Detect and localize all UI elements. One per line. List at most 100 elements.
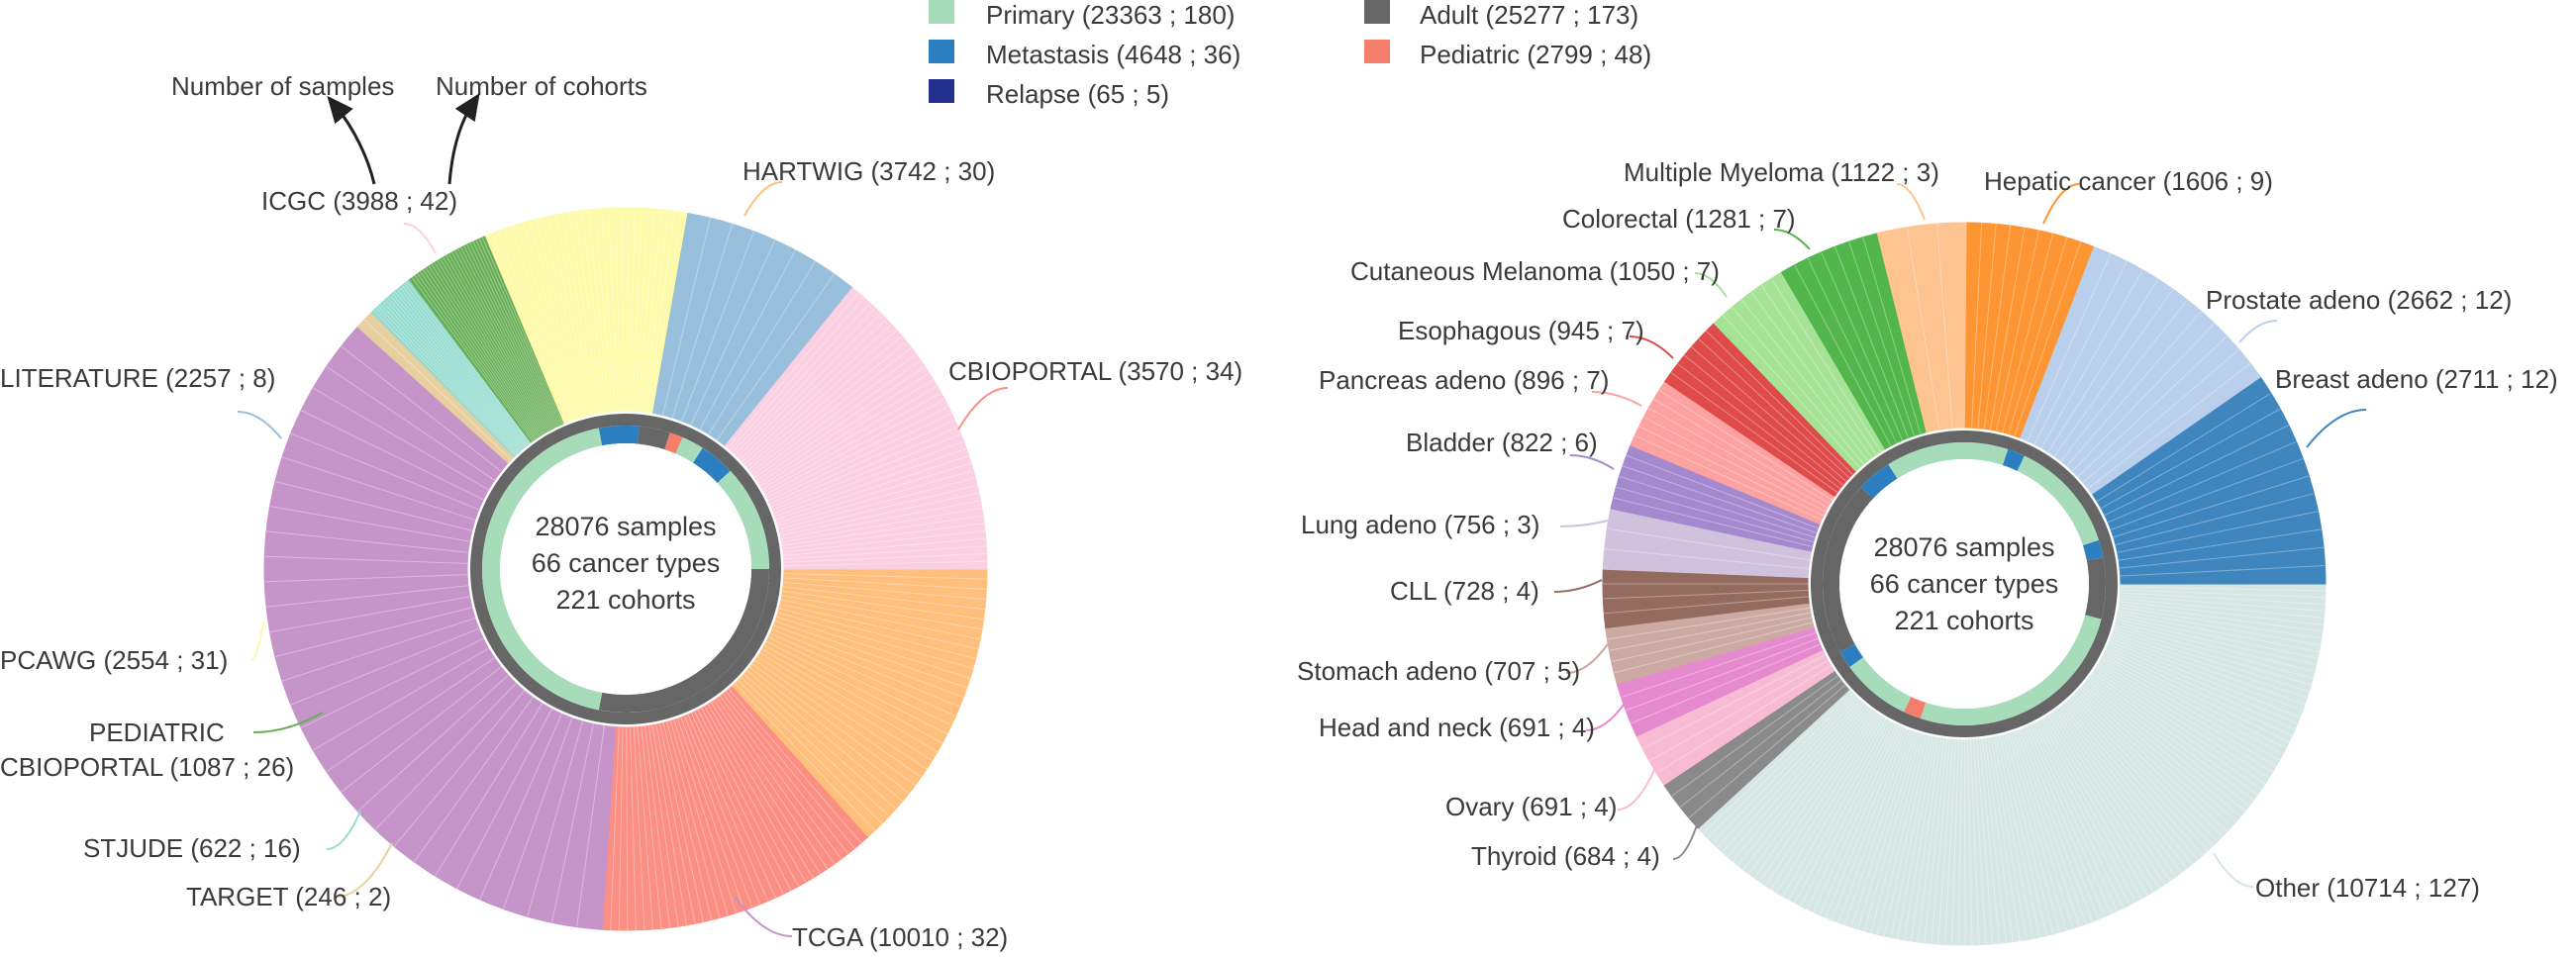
cohort-divider <box>1903 737 1939 941</box>
cohort-divider <box>1760 284 1877 455</box>
leader-stomach-adeno <box>1565 640 1611 674</box>
cohort-divider <box>1691 346 1847 482</box>
cohort-divider <box>379 303 519 453</box>
cohort-divider <box>780 599 981 640</box>
cohort-divider <box>2037 720 2136 903</box>
cohort-divider <box>2045 717 2154 893</box>
cohort-divider <box>384 299 521 451</box>
cohort-divider <box>704 706 807 883</box>
cohort-divider <box>1727 702 1862 858</box>
slice-pcawg <box>484 207 689 425</box>
cohort-divider <box>741 677 890 817</box>
cohort-divider <box>1702 691 1852 834</box>
slice-label-tcga: TCGA (10010 ; 32) <box>792 922 1008 952</box>
cohort-divider <box>1971 223 1983 429</box>
cohort-divider <box>1996 230 2039 431</box>
cohort-divider <box>1981 738 2007 943</box>
legend-label-relapse: Relapse (65 ; 5) <box>986 79 1169 109</box>
cohort-divider <box>1655 665 1832 774</box>
cohort-divider <box>281 618 476 682</box>
cohort-divider <box>548 216 593 415</box>
cohort-divider <box>690 713 776 899</box>
cohort-divider <box>265 530 468 553</box>
cohort-divider <box>2116 619 2317 666</box>
cohort-divider <box>1821 251 1903 441</box>
cohort-divider <box>759 652 933 761</box>
cohort-divider <box>1806 724 1897 909</box>
slice-label-multiple-myeloma: Multiple Myeloma (1122 ; 3) <box>1624 157 1939 187</box>
cohort-divider <box>1937 739 1954 945</box>
cohort-divider <box>2113 475 2310 538</box>
cohort-divider <box>646 211 676 413</box>
cohort-divider <box>431 263 542 436</box>
cohort-divider <box>780 500 981 540</box>
cohort-divider <box>2102 657 2284 755</box>
cohort-divider <box>742 324 892 463</box>
cohort-divider <box>1631 643 1821 724</box>
cohort-divider <box>1603 589 1809 600</box>
cohort-divider <box>1863 733 1922 931</box>
cohort-divider <box>1759 713 1877 883</box>
cohort-divider <box>2087 679 2250 807</box>
cohort-divider <box>748 341 908 470</box>
leader-pcawg <box>250 621 264 661</box>
cohort-divider <box>746 670 903 802</box>
cohort-divider <box>391 293 524 449</box>
tumor-type-segment <box>637 426 670 450</box>
cohort-divider <box>2005 734 2061 933</box>
tumor-type-segment <box>675 436 703 463</box>
leader-pancreas-adeno <box>1591 391 1642 407</box>
cohort-divider <box>1850 731 1917 927</box>
leader-head-and-neck <box>1585 704 1625 731</box>
cohort-divider <box>1641 654 1826 750</box>
cohort-divider <box>2064 703 2199 861</box>
cohort-divider <box>435 703 544 877</box>
cohort-divider <box>1870 734 1925 933</box>
cohort-divider <box>766 406 949 499</box>
cohort-divider <box>763 392 941 493</box>
cohort-divider <box>783 552 987 563</box>
cohort-divider <box>766 640 947 735</box>
cohort-divider <box>460 246 554 429</box>
cohort-divider <box>2118 613 2320 653</box>
slice-label-stjude: STJUDE (622 ; 16) <box>83 833 301 863</box>
cohort-divider <box>1622 465 1817 533</box>
cohort-divider <box>1990 737 2028 940</box>
cohort-divider <box>2087 362 2251 489</box>
leader-cll <box>1553 579 1603 593</box>
cohort-divider <box>768 413 952 502</box>
cohort-divider <box>769 632 956 717</box>
leader-ovary <box>1617 767 1656 811</box>
cohort-divider <box>680 717 753 909</box>
cohort-divider <box>428 265 541 437</box>
tumor-type-segment <box>693 447 731 484</box>
cohort-divider <box>326 657 495 773</box>
cohort-divider <box>774 447 967 518</box>
cohort-divider <box>2108 440 2297 524</box>
cohort-divider <box>399 287 528 446</box>
slice-label-bladder: Bladder (822 ; 6) <box>1406 428 1598 457</box>
cohort-divider <box>768 636 952 726</box>
cohort-divider <box>1722 314 1860 468</box>
cohort-divider <box>1684 354 1843 486</box>
cohort-divider <box>1643 417 1827 513</box>
cohort-divider <box>781 595 982 630</box>
cohort-divider <box>716 273 836 440</box>
cohort-divider <box>632 208 643 412</box>
cohort-divider <box>1607 527 1810 561</box>
cohort-divider <box>2075 693 2224 837</box>
cohort-divider <box>264 555 468 564</box>
cohort-divider <box>641 209 662 412</box>
cohort-divider <box>446 254 547 432</box>
cohort-divider <box>720 696 842 860</box>
slice-label-thyroid: Thyroid (684 ; 4) <box>1471 841 1660 871</box>
cohort-divider <box>735 683 876 831</box>
cohort-divider <box>737 313 882 458</box>
tumor-type-segment <box>1888 442 2009 479</box>
cohort-divider <box>2112 632 2308 699</box>
cohort-divider <box>694 711 784 895</box>
cohort-divider <box>356 674 509 813</box>
donut-chart-cancer-types: Other (10714 ; 127) Thyroid (684 ; 4) Ovar… <box>1297 157 2558 946</box>
cohort-divider <box>728 689 862 844</box>
